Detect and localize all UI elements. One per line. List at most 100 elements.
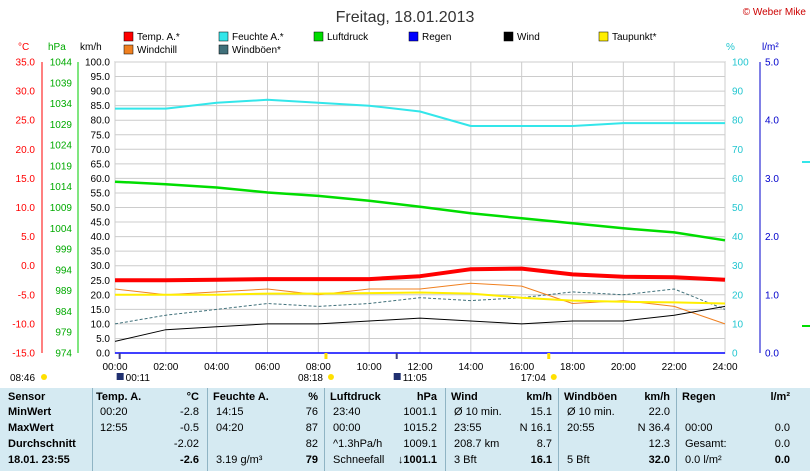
header-rain-unit: l/m² [770,391,790,403]
moonrise-time: 11:05 [403,373,428,384]
plot-area [114,61,726,354]
time-tick-label: 02:00 [153,362,178,373]
humidity-unit: % [726,42,735,53]
time-tick-label: 22:00 [662,362,687,373]
humidity-tick-label: 100 [732,58,749,69]
wind-tick-label: 80.0 [91,116,111,127]
wind-tick-label: 85.0 [91,101,111,112]
wind-tick-label: 90.0 [91,87,111,98]
temp-tick-label: 30.0 [16,87,36,98]
time-tick-label: 24:00 [712,362,737,373]
pressure-tick-label: 989 [55,286,72,297]
rain-tick-label: 0.0 [765,349,779,360]
temp-time: 00:20 [100,406,128,418]
wind-tick-label: 0.0 [96,349,110,360]
row-label: 18.01. 23:55 [8,454,70,466]
humidity-tick-label: 40 [732,232,744,243]
gust-value: N 36.4 [637,422,670,434]
legend-label: Windchill [137,45,177,56]
header-press-unit: hPa [416,391,437,403]
series-line-wind [114,305,726,342]
wind-tick-label: 40.0 [91,232,111,243]
wind-time: 208.7 km [454,438,500,450]
wind-time: 23:55 [454,422,482,434]
temp-value: -0.5 [180,422,199,434]
wind-tick-label: 55.0 [91,188,111,199]
row-label: MaxWert [8,422,54,434]
wind-tick-label: 95.0 [91,72,111,83]
legend-label: Taupunkt* [612,32,657,43]
legend-swatch [503,31,514,42]
temp-tick-label: 20.0 [16,145,36,156]
moon-icon [116,373,124,380]
legend-swatch [123,44,134,55]
time-tick-label: 04:00 [204,362,229,373]
sunrise-time: 08:18 [298,373,323,384]
rain-value: 0.0 [774,438,790,450]
temp-tick-label: -15.0 [12,349,35,360]
header-press: Luftdruck [330,391,381,403]
rain-tick-label: 5.0 [765,58,779,69]
wind-time: 3 Bft [454,454,477,466]
humidity-tick-label: 20 [732,290,744,301]
pressure-tick-label: 994 [55,265,72,276]
header-wind-unit: km/h [526,391,552,403]
temp-tick-label: 0.0 [21,261,35,272]
credit: © Weber Mike [743,7,807,18]
pressure-tick-label: 974 [55,349,72,360]
time-tick-label: 00:00 [102,362,127,373]
press-time: Schneefall [333,454,385,466]
legend-label: Feuchte A.* [232,32,284,43]
temp-tick-label: -10.0 [12,319,35,330]
legend-label: Luftdruck [327,32,369,43]
gust-value: 32.0 [648,454,670,466]
series-line-taupunkt [115,291,726,305]
gust-value: 22.0 [648,406,670,418]
pressure-tick-label: 1009 [50,203,73,214]
legend-label: Wind [517,32,540,43]
rain-tick-label: 1.0 [765,290,779,301]
header-gust-unit: km/h [644,391,670,403]
humidity-tick-label: 0 [732,349,738,360]
humidity-tick-label: 90 [732,87,744,98]
wind-tick-label: 25.0 [91,276,111,287]
hum-value: 79 [305,454,318,466]
markers: 08:46 08:18 17:04 00:11 11:05 [10,353,557,384]
wind-time: Ø 10 min. [454,406,502,418]
temp-tick-label: 15.0 [16,174,36,185]
temp-tick-label: 10.0 [16,203,36,214]
sun-icon [550,374,557,380]
rain-tick-label: 2.0 [765,232,779,243]
press-value: 1001.1 [403,406,437,418]
pressure-tick-label: 1004 [50,224,73,235]
legend-swatch [123,31,134,42]
wind-value: 15.1 [530,406,552,418]
table-column-divider [207,388,208,471]
wind-tick-label: 70.0 [91,145,111,156]
pressure-tick-label: 1034 [50,99,73,110]
humidity-tick-label: 60 [732,174,744,185]
header-sensor: Sensor [8,391,46,403]
temp-value: -2.02 [173,438,199,450]
wind-tick-label: 15.0 [91,305,111,316]
time-tick-label: 20:00 [611,362,636,373]
wind-tick-label: 65.0 [91,159,111,170]
legend-swatch [408,31,419,42]
wind-tick-label: 10.0 [91,319,111,330]
temp-value: -2.8 [180,406,199,418]
hum-value: 76 [305,406,318,418]
humidity-tick-label: 70 [732,145,744,156]
series-line-windben [114,288,726,325]
rain-value: 0.0 [774,454,790,466]
rain-time: Gesamt: [685,438,727,450]
series-line-tempa [115,266,726,283]
hum-value: 87 [305,422,318,434]
legend-swatch [313,31,324,42]
header-wind: Wind [451,391,478,403]
temp-unit: °C [18,42,29,53]
wind-tick-label: 30.0 [91,261,111,272]
legend-swatch [218,31,229,42]
rain-tick-label: 4.0 [765,116,779,127]
time-tick-label: 06:00 [255,362,280,373]
series-line-windchill [114,282,726,325]
